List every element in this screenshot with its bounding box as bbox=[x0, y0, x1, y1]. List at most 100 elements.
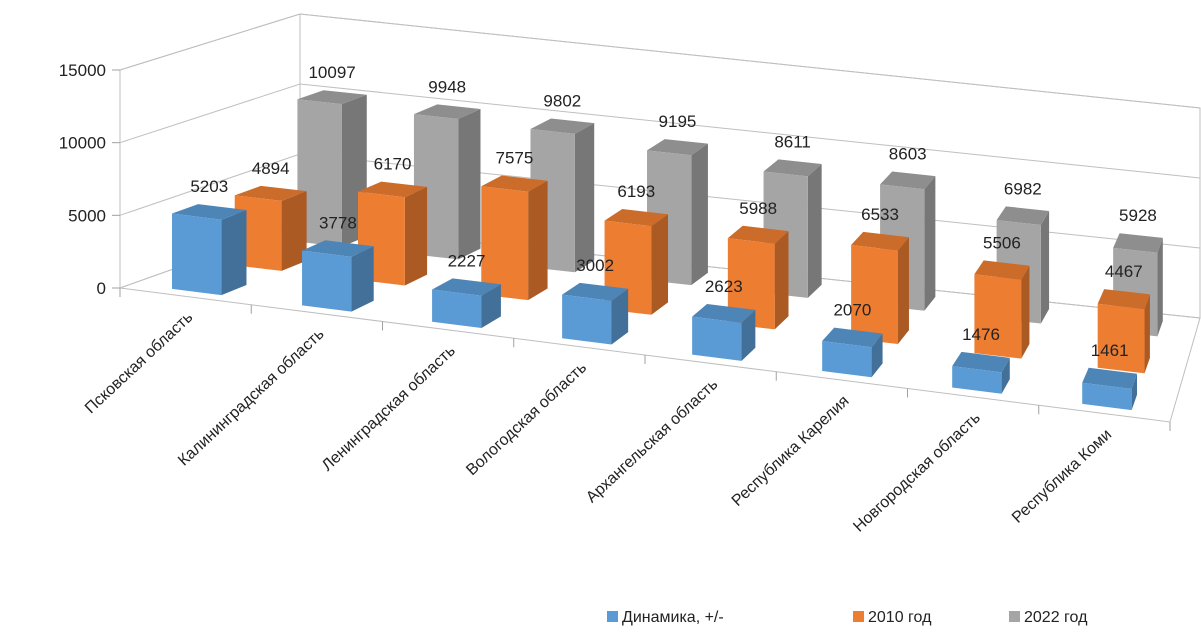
bar-side bbox=[807, 163, 822, 298]
bar-side bbox=[1021, 265, 1030, 359]
bar bbox=[851, 231, 909, 345]
data-label: 5988 bbox=[739, 199, 777, 218]
bar-front bbox=[1097, 303, 1145, 374]
bar-top bbox=[974, 260, 1030, 280]
bar-top bbox=[302, 240, 374, 257]
category-label: Вологодская область bbox=[463, 359, 590, 479]
bar-top bbox=[604, 209, 669, 227]
bar-top bbox=[647, 139, 708, 156]
bar-side bbox=[611, 288, 629, 345]
category-label: Новгородская область bbox=[850, 409, 984, 535]
data-label: 6170 bbox=[374, 155, 412, 174]
data-label: 5506 bbox=[983, 233, 1021, 252]
data-labels: 10097 9948 9802 9195 8611 8603 6982 5928 4894 617… bbox=[190, 63, 1157, 360]
bar-front bbox=[481, 186, 529, 301]
bar-side bbox=[1144, 294, 1150, 374]
bar-top bbox=[763, 159, 822, 177]
bar-top bbox=[481, 175, 548, 192]
category-label: Псковская область bbox=[82, 309, 196, 417]
category-label: Калининградская область bbox=[175, 326, 328, 470]
y-tick-label: 5000 bbox=[68, 206, 106, 225]
data-label: 3002 bbox=[576, 256, 614, 275]
bar bbox=[952, 351, 1010, 394]
bar-side bbox=[1157, 237, 1163, 337]
bar-side bbox=[404, 186, 428, 286]
data-label: 2070 bbox=[833, 301, 871, 320]
bar-top bbox=[357, 181, 428, 198]
bar-front bbox=[822, 341, 872, 378]
bar-front bbox=[302, 250, 352, 312]
data-label: 9948 bbox=[428, 77, 466, 96]
legend-item: Динамика, +/- bbox=[607, 609, 724, 626]
bar-top bbox=[1082, 367, 1138, 389]
bar-top bbox=[851, 231, 909, 251]
data-label: 7575 bbox=[496, 148, 534, 167]
bar-side bbox=[651, 214, 669, 315]
legend-swatch bbox=[853, 611, 864, 622]
y-axis-ticks: 0 5000 10000 15000 bbox=[59, 61, 1171, 431]
bar-side bbox=[871, 333, 883, 378]
bar-top bbox=[692, 303, 756, 323]
bar bbox=[302, 240, 374, 312]
bar-top bbox=[297, 90, 367, 105]
bar-side bbox=[574, 123, 595, 273]
bar-top bbox=[413, 104, 481, 120]
legend-item: 2010 год bbox=[853, 609, 932, 626]
bar-side bbox=[1040, 210, 1050, 324]
category-label: Республика Коми bbox=[1009, 426, 1115, 527]
legend-swatch bbox=[607, 611, 618, 622]
bar-top bbox=[822, 327, 883, 348]
data-label: 9195 bbox=[659, 112, 697, 131]
legend-label: 2022 год bbox=[1024, 609, 1088, 626]
bar-front bbox=[297, 99, 342, 247]
bar-top bbox=[172, 204, 247, 220]
bar bbox=[562, 282, 629, 345]
bar-top bbox=[996, 206, 1050, 226]
data-label: 9802 bbox=[543, 91, 581, 110]
category-label: Республика Карелия bbox=[729, 393, 853, 510]
bar bbox=[822, 327, 883, 378]
bar-side bbox=[1131, 373, 1138, 411]
bar-top bbox=[432, 278, 501, 296]
bar-top bbox=[1097, 289, 1150, 310]
data-label: 3778 bbox=[319, 213, 357, 232]
bar-front bbox=[562, 294, 612, 345]
data-label: 8611 bbox=[774, 132, 811, 151]
data-label: 6533 bbox=[861, 205, 899, 224]
bar-front bbox=[727, 238, 775, 330]
bar bbox=[1097, 289, 1150, 374]
legend-item: 2022 год bbox=[1009, 609, 1088, 626]
category-label: Архангельская область bbox=[583, 376, 721, 506]
data-label: 8603 bbox=[889, 145, 927, 164]
bar-top bbox=[562, 282, 629, 301]
data-label: 6193 bbox=[617, 182, 655, 201]
data-label: 2227 bbox=[448, 251, 486, 270]
category-label: Ленинградская область bbox=[319, 342, 459, 474]
bars bbox=[172, 90, 1163, 411]
bar bbox=[481, 175, 548, 301]
legend: Динамика, +/- 2010 год 2022 год bbox=[607, 609, 1088, 626]
bar-side bbox=[281, 191, 307, 271]
bar bbox=[530, 118, 595, 273]
data-label: 5203 bbox=[190, 177, 228, 196]
data-label: 5928 bbox=[1119, 206, 1157, 225]
data-label: 4467 bbox=[1105, 262, 1143, 281]
y-tick-label: 15000 bbox=[59, 61, 106, 80]
bar-front bbox=[1082, 382, 1132, 411]
bar bbox=[172, 204, 247, 296]
data-label: 10097 bbox=[308, 63, 355, 82]
data-label: 1476 bbox=[962, 325, 1000, 344]
bar-side bbox=[1001, 357, 1010, 394]
bar-front bbox=[952, 366, 1002, 394]
bar-front bbox=[974, 274, 1022, 359]
bar-front bbox=[692, 316, 742, 361]
y-tick-label: 0 bbox=[97, 279, 106, 298]
gridline bbox=[119, 13, 1201, 109]
bar-side bbox=[774, 231, 789, 330]
bar-side bbox=[528, 180, 548, 301]
bar-side bbox=[221, 210, 247, 296]
bar-front bbox=[432, 289, 482, 329]
bar-front bbox=[851, 244, 898, 345]
bar bbox=[692, 303, 756, 361]
